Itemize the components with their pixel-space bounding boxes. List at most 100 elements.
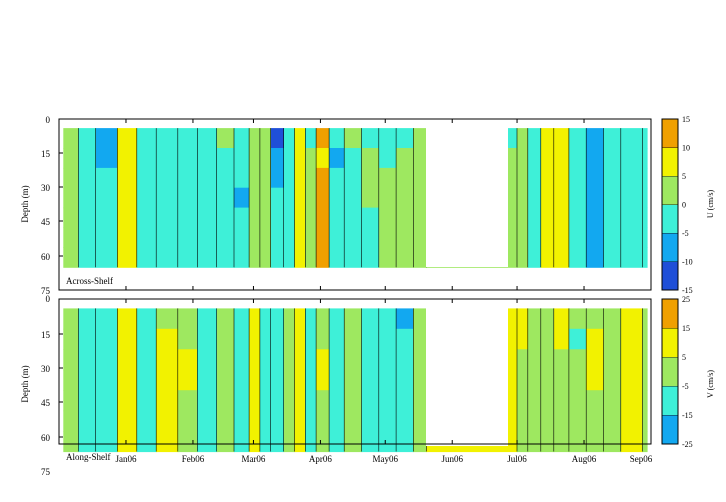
colorbar-tick-label: -15 [682, 411, 693, 420]
field-cell [216, 187, 235, 209]
field-cell [270, 369, 285, 391]
field-cell [249, 247, 261, 268]
field-cell [642, 328, 648, 350]
field-cell [586, 431, 605, 453]
field-cell [642, 349, 648, 371]
field-cell [527, 328, 542, 350]
field-cell [413, 390, 427, 412]
field-cell [234, 410, 250, 432]
field-cell [344, 148, 363, 169]
field-cell [642, 167, 648, 189]
colorbar-swatch [661, 204, 679, 234]
field-cell [396, 390, 414, 412]
field-cell [216, 369, 235, 391]
field-cell [642, 431, 648, 453]
field-cell [117, 410, 138, 432]
field-cell [378, 148, 397, 169]
field-cell [177, 207, 198, 229]
field-cell [136, 308, 157, 330]
colorbar-tick-label: -5 [682, 229, 689, 238]
field-cell [305, 227, 317, 248]
field-cell [527, 167, 542, 189]
field-cell [586, 128, 605, 149]
field-cell [78, 128, 97, 149]
field-cell [259, 369, 272, 391]
field-cell [283, 410, 296, 432]
field-cell [344, 369, 363, 391]
field-cell [586, 167, 605, 189]
field-cell [527, 148, 542, 169]
x-tick-label: Aug06 [572, 454, 597, 464]
field-cell [642, 207, 648, 229]
field-cell [234, 167, 250, 189]
field-cell [234, 349, 250, 371]
field-cell [603, 328, 622, 350]
field-cell [216, 390, 235, 412]
y-tick-label: 45 [41, 217, 51, 227]
field-cell [95, 148, 118, 169]
field-cell [620, 308, 643, 330]
field-cell [197, 247, 218, 268]
field-cell [156, 328, 179, 350]
x-tick-label: Feb06 [182, 454, 205, 464]
field-cell [642, 390, 648, 412]
field-cell [78, 207, 97, 229]
field-cell [270, 410, 285, 432]
across-shelf-y-axis: 0 15 30 45 60 75 [41, 115, 63, 296]
field-cell [344, 390, 363, 412]
field-cell [553, 349, 570, 371]
field-cell [136, 431, 157, 453]
colorbar-tick-label: 5 [682, 172, 686, 181]
field-cell [568, 227, 587, 248]
field-cell [517, 390, 529, 412]
field-cell [603, 431, 622, 453]
field-cell [305, 328, 317, 350]
field-cell [259, 167, 272, 189]
field-cell [316, 227, 330, 248]
y-tick-label: 60 [41, 252, 51, 262]
field-cell [413, 148, 427, 169]
colorbar-swatch [661, 175, 679, 205]
field-cell [249, 227, 261, 248]
across-shelf-contour-field [63, 128, 648, 268]
field-cell [136, 349, 157, 371]
field-cell [568, 410, 587, 432]
field-cell [197, 207, 218, 229]
field-cell [156, 128, 179, 149]
field-cell [586, 390, 605, 412]
colorbar-v-swatches [661, 298, 679, 445]
field-cell [283, 369, 296, 391]
field-cell [283, 227, 296, 248]
field-cell [568, 207, 587, 229]
field-cell [396, 308, 414, 330]
x-tick-label: Sep06 [630, 454, 653, 464]
field-cell [316, 308, 330, 330]
field-cell [117, 167, 138, 189]
field-cell [396, 148, 414, 169]
field-cell [329, 369, 345, 391]
field-cell [270, 167, 285, 189]
field-cell [95, 187, 118, 209]
field-cell [396, 410, 414, 432]
colorbar-swatch [661, 261, 679, 291]
field-cell [344, 247, 363, 268]
field-cell [305, 167, 317, 189]
field-cell [361, 410, 380, 432]
field-cell [305, 247, 317, 268]
field-cell [378, 390, 397, 412]
field-cell [413, 328, 427, 350]
field-cell [95, 227, 118, 248]
field-cell [177, 369, 198, 391]
field-cell [527, 227, 542, 248]
field-cell [344, 328, 363, 350]
field-cell [294, 328, 306, 350]
field-cell [316, 431, 330, 453]
field-cell [294, 207, 306, 229]
colorbar-u-swatches [661, 118, 679, 291]
field-cell [620, 431, 643, 453]
field-cell [517, 328, 529, 350]
field-cell [378, 167, 397, 189]
field-cell [234, 369, 250, 391]
x-tick-label: Mar06 [241, 454, 265, 464]
field-cell [136, 148, 157, 169]
